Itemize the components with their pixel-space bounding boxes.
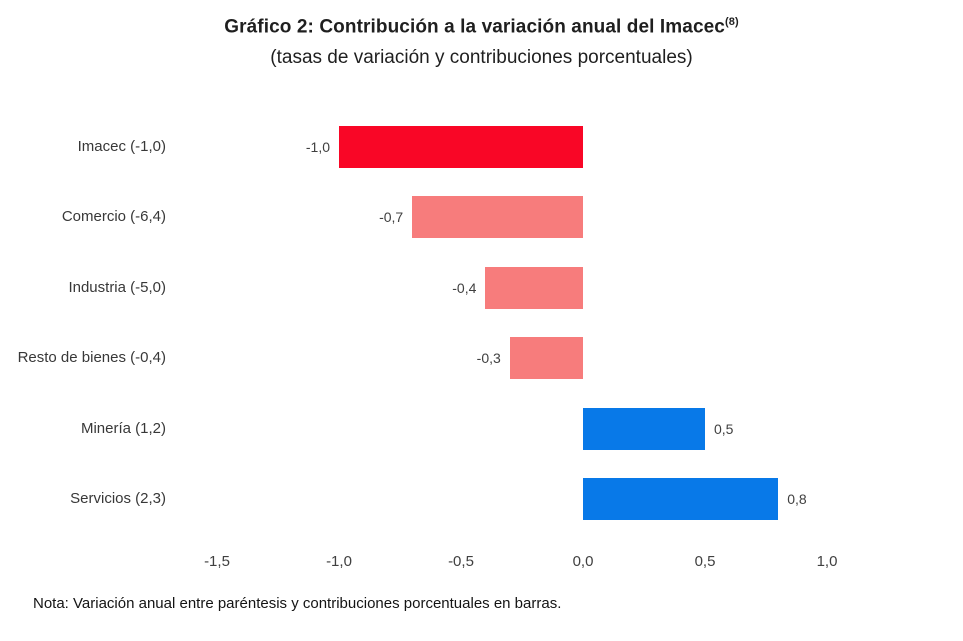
bar-value-label-industria: -0,4 bbox=[452, 279, 477, 296]
bar-comercio bbox=[412, 196, 583, 239]
chart-note: Nota: Variación anual entre paréntesis y… bbox=[33, 595, 562, 612]
category-label-imacec: Imacec (-1,0) bbox=[77, 138, 166, 155]
category-label-comercio: Comercio (-6,4) bbox=[61, 208, 166, 226]
x-axis-tick-label-0: -1,5 bbox=[204, 553, 230, 570]
x-axis-tick-label-4: 0,5 bbox=[694, 553, 716, 570]
category-label-servicios: Servicios (2,3) bbox=[70, 490, 166, 507]
bar-mineria bbox=[583, 407, 705, 450]
bar-industria bbox=[485, 266, 583, 309]
chart-subtitle: (tasas de variación y contribuciones por… bbox=[270, 47, 693, 68]
x-axis-tick-label-5: 1,0 bbox=[816, 553, 838, 570]
bar-value-label-imacec: -1,0 bbox=[305, 139, 330, 155]
x-axis-tick-label-2: -0,5 bbox=[448, 553, 474, 570]
chart-title-text: Gráfico 2: Contribución a la variación a… bbox=[224, 16, 725, 38]
category-label-resto-de-bienes: Resto de bienes (-0,4) bbox=[17, 349, 166, 367]
category-label-mineria: Minería (1,2) bbox=[80, 419, 166, 437]
bar-servicios bbox=[583, 478, 779, 520]
x-axis-tick-label-1: -1,0 bbox=[326, 553, 352, 570]
chart-title: Gráfico 2: Contribución a la variación a… bbox=[0, 16, 963, 38]
category-label-industria: Industria (-5,0) bbox=[68, 278, 166, 296]
bar-value-label-comercio: -0,7 bbox=[379, 209, 404, 226]
bar-value-label-resto-de-bienes: -0,3 bbox=[476, 350, 501, 367]
bar-value-label-mineria: 0,5 bbox=[714, 420, 734, 437]
chart-title-footnote-marker: (8) bbox=[724, 16, 739, 28]
bar-imacec bbox=[339, 126, 583, 168]
bar-resto-de-bienes bbox=[509, 337, 583, 380]
x-axis-tick-label-3: 0,0 bbox=[572, 553, 594, 570]
bar-value-label-servicios: 0,8 bbox=[787, 491, 807, 507]
